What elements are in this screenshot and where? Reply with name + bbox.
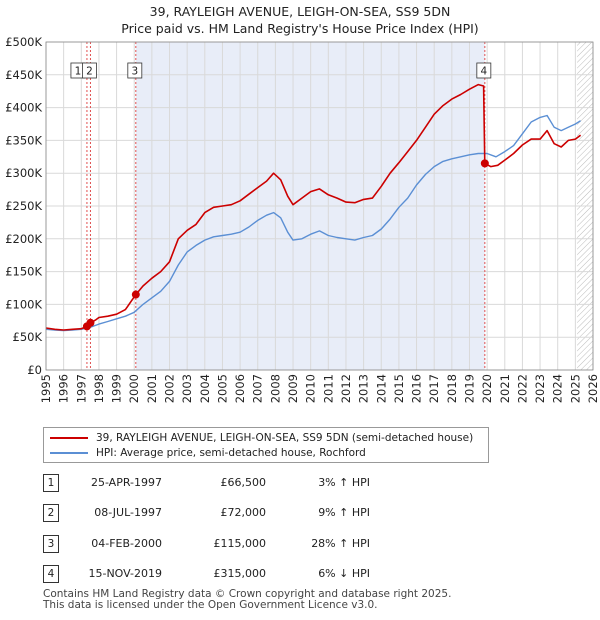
chart-title: 39, RAYLEIGH AVENUE, LEIGH-ON-SEA, SS9 5… <box>0 3 600 37</box>
x-tick-label: 2015 <box>392 374 406 403</box>
sale-label-box: 4 <box>476 62 492 79</box>
legend-item-property: 39, RAYLEIGH AVENUE, LEIGH-ON-SEA, SS9 5… <box>50 431 473 445</box>
footer-line1: Contains HM Land Registry data © Crown c… <box>43 588 452 600</box>
table-row: 2 08-JUL-1997 £72,000 9% ↑ HPI <box>0 504 600 524</box>
sale-point <box>86 318 95 327</box>
sale-label-text: 4 <box>480 66 487 78</box>
x-tick-label: 2014 <box>374 374 388 403</box>
y-tick-label: £0 <box>27 363 42 377</box>
x-tick-label: 2019 <box>462 374 476 403</box>
legend-label-property: 39, RAYLEIGH AVENUE, LEIGH-ON-SEA, SS9 5… <box>96 432 474 444</box>
sale-number: 4 <box>43 565 59 583</box>
x-tick-label: 2010 <box>304 374 318 403</box>
y-tick-label: £200K <box>5 232 42 246</box>
x-tick-label: 2020 <box>480 374 494 403</box>
sale-price: £315,000 <box>213 567 267 580</box>
sale-label-box: 1 <box>70 62 86 79</box>
sale-label-rect <box>476 62 492 79</box>
x-tick-label: 2013 <box>357 374 371 403</box>
sale-label-rect <box>127 62 143 79</box>
sale-label-text: 2 <box>86 66 93 78</box>
x-tick-label: 1999 <box>110 374 124 403</box>
sale-hpi-diff: 28% ↑ HPI <box>311 537 370 550</box>
sale-label-rect <box>82 62 97 79</box>
sale-label-box: 3 <box>127 62 143 79</box>
series-line-property <box>45 83 582 331</box>
x-tick-label: 2007 <box>251 374 265 403</box>
x-tick-label: 2002 <box>163 374 177 403</box>
sale-hpi-diff: 6% ↓ HPI <box>318 567 370 580</box>
sale-price: £66,500 <box>220 476 267 489</box>
x-tick-label: 2001 <box>145 374 159 403</box>
y-tick-label: £350K <box>5 133 42 147</box>
y-tick-label: £150K <box>5 265 42 279</box>
x-tick-label: 1997 <box>74 374 88 403</box>
legend-swatch-property <box>50 437 88 439</box>
sale-label-box: 2 <box>82 62 97 79</box>
sale-date: 25-APR-1997 <box>90 476 162 489</box>
sale-point <box>480 159 489 168</box>
legend-label-hpi: HPI: Average price, semi-detached house,… <box>96 447 366 459</box>
y-tick-label: £400K <box>5 101 42 115</box>
x-tick-label: 1996 <box>57 374 71 403</box>
footer-attribution: Contains HM Land Registry data © Crown c… <box>43 589 451 611</box>
x-tick-label: 2012 <box>339 374 353 403</box>
x-tick-label: 2000 <box>127 374 141 403</box>
table-row: 3 04-FEB-2000 £115,000 28% ↑ HPI <box>0 535 600 555</box>
x-tick-label: 2008 <box>268 374 282 403</box>
x-tick-label: 2023 <box>533 374 547 403</box>
legend-item-hpi: HPI: Average price, semi-detached house,… <box>50 446 366 460</box>
x-tick-label: 2025 <box>568 374 582 403</box>
sale-price: £72,000 <box>220 506 267 519</box>
sale-date: 04-FEB-2000 <box>91 537 162 550</box>
sale-number: 1 <box>43 474 59 492</box>
sale-hpi-diff: 9% ↑ HPI <box>318 506 370 519</box>
x-tick-label: 2011 <box>321 374 335 403</box>
y-tick-label: £450K <box>5 68 42 82</box>
table-row: 4 15-NOV-2019 £315,000 6% ↓ HPI <box>0 565 600 585</box>
sale-hpi-diff: 3% ↑ HPI <box>318 476 370 489</box>
table-row: 1 25-APR-1997 £66,500 3% ↑ HPI <box>0 474 600 494</box>
sale-price: £115,000 <box>213 537 267 550</box>
x-tick-label: 2021 <box>498 374 512 403</box>
chart-title-line2: Price paid vs. HM Land Registry's House … <box>121 21 479 36</box>
x-tick-label: 2016 <box>410 374 424 403</box>
x-tick-label: 2009 <box>286 374 300 403</box>
x-tick-label: 2026 <box>586 374 600 403</box>
x-tick-label: 2017 <box>427 374 441 403</box>
y-tick-label: £250K <box>5 199 42 213</box>
sale-label-text: 1 <box>75 66 82 78</box>
sale-point <box>131 290 140 299</box>
sale-date: 15-NOV-2019 <box>88 567 162 580</box>
chart-title-line1: 39, RAYLEIGH AVENUE, LEIGH-ON-SEA, SS9 5… <box>149 4 451 19</box>
plot-frame <box>45 41 594 371</box>
x-tick-label: 2018 <box>445 374 459 403</box>
sale-label-text: 3 <box>131 66 138 78</box>
sale-date: 08-JUL-1997 <box>94 506 162 519</box>
footer-line2: This data is licensed under the Open Gov… <box>43 599 378 611</box>
sale-number: 3 <box>43 535 59 553</box>
y-tick-label: £50K <box>13 330 43 344</box>
x-tick-label: 2003 <box>180 374 194 403</box>
x-tick-label: 2022 <box>515 374 529 403</box>
x-tick-label: 1995 <box>39 374 53 403</box>
y-tick-label: £500K <box>5 35 42 49</box>
x-tick-label: 2005 <box>215 374 229 403</box>
legend: 39, RAYLEIGH AVENUE, LEIGH-ON-SEA, SS9 5… <box>43 427 489 463</box>
x-tick-label: 2006 <box>233 374 247 403</box>
x-tick-label: 1998 <box>92 374 106 403</box>
y-tick-label: £100K <box>5 297 42 311</box>
x-tick-label: 2004 <box>198 374 212 403</box>
sale-number: 2 <box>43 504 59 522</box>
y-tick-label: £300K <box>5 166 42 180</box>
series-line-hpi <box>45 114 581 332</box>
x-tick-label: 2024 <box>551 374 565 403</box>
legend-swatch-hpi <box>50 452 88 454</box>
